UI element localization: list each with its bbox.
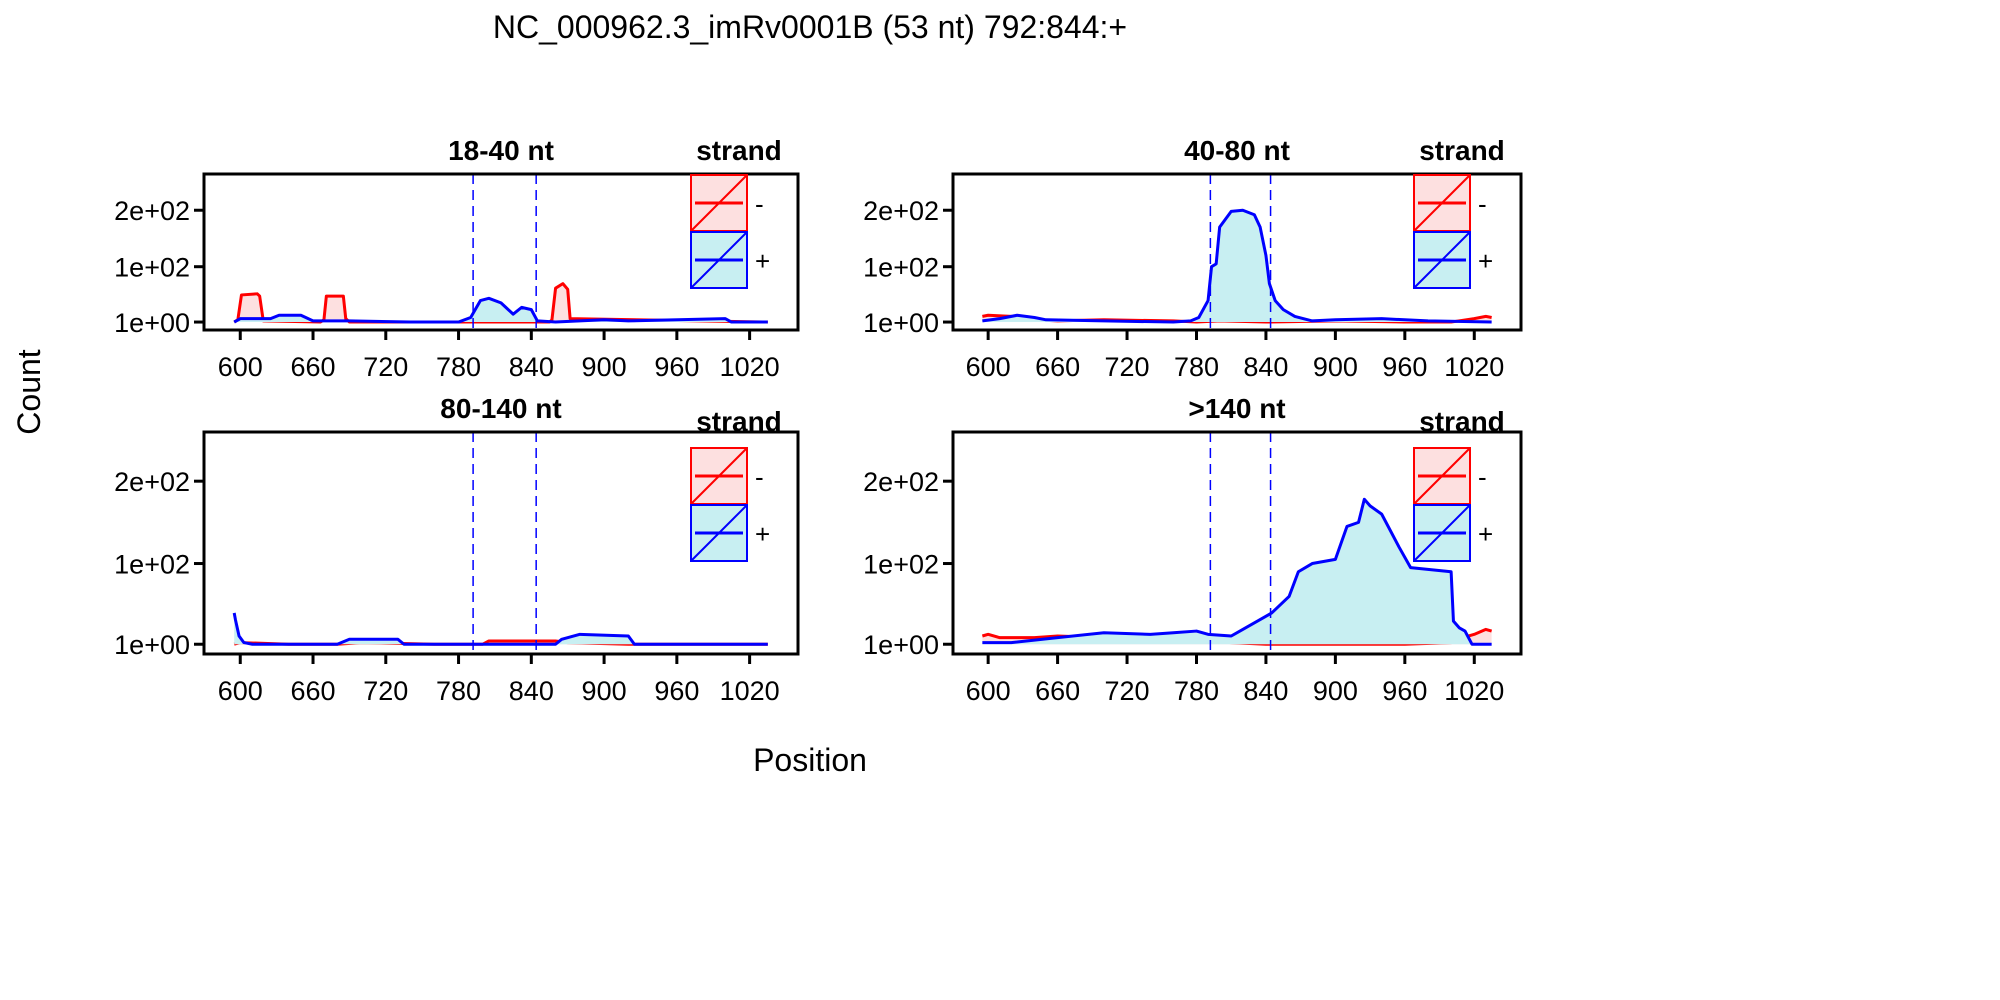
x-tick-label: 780	[436, 676, 481, 706]
x-tick-label: 720	[1105, 352, 1150, 382]
figure-title: NC_000962.3_imRv0001B (53 nt) 792:844:+	[493, 9, 1127, 45]
panel-frame	[202, 430, 800, 656]
x-tick-label: 960	[1382, 352, 1427, 382]
legend-label-plus: +	[1478, 519, 1493, 549]
panel-title: 80-140 nt	[440, 393, 561, 424]
plus-strand-line	[982, 208, 1492, 324]
x-tick-label: 780	[1174, 352, 1219, 382]
plot-area	[981, 497, 1493, 646]
legend-title: strand	[1419, 135, 1505, 166]
y-tick-label: 1e+02	[114, 550, 190, 580]
x-tick-label: 720	[1105, 676, 1150, 706]
x-tick-label: 840	[1243, 676, 1288, 706]
legend: strand - +	[1413, 135, 1505, 289]
x-tick-label: 1020	[1444, 352, 1504, 382]
panel-title: 40-80 nt	[1184, 135, 1290, 166]
y-tick-label: 1e+00	[114, 630, 190, 660]
plot-area	[233, 282, 768, 324]
x-tick-label: 900	[1313, 676, 1358, 706]
x-tick-label: 600	[966, 676, 1011, 706]
x-tick-label: 600	[966, 352, 1011, 382]
x-tick-label: 960	[1382, 676, 1427, 706]
legend: strand - +	[1413, 406, 1505, 562]
legend-label-minus: -	[755, 189, 764, 219]
y-tick-label: 1e+00	[114, 308, 190, 338]
legend-label-minus: -	[1478, 462, 1487, 492]
x-tick-label: 720	[363, 676, 408, 706]
x-tick-label: 1020	[720, 352, 780, 382]
x-tick-label: 660	[1035, 352, 1080, 382]
x-tick-label: 960	[654, 352, 699, 382]
x-tick-label: 900	[582, 352, 627, 382]
legend-label-plus: +	[755, 246, 770, 276]
panel-3: 80-140 nt 600 660 720 780 840 900 960 1020 1e+00 1…	[114, 393, 800, 706]
y-tick-label: 1e+00	[863, 308, 939, 338]
plus-strand-area	[982, 499, 1492, 645]
x-tick-label: 780	[436, 352, 481, 382]
panel-title: >140 nt	[1188, 393, 1285, 424]
plot-area	[982, 208, 1492, 324]
y-tick-label: 2e+02	[863, 196, 939, 226]
x-axis-label: Position	[753, 742, 867, 778]
plot-area	[232, 612, 768, 646]
figure: NC_000962.3_imRv0001B (53 nt) 792:844:+ …	[11, 9, 1523, 778]
x-tick-label: 960	[654, 676, 699, 706]
x-tick-label: 1020	[720, 676, 780, 706]
x-tick-label: 840	[1243, 352, 1288, 382]
legend-label-plus: +	[1478, 246, 1493, 276]
y-tick-label: 2e+02	[863, 467, 939, 497]
x-tick-label: 660	[1035, 676, 1080, 706]
panel-title: 18-40 nt	[448, 135, 554, 166]
x-tick-label: 840	[509, 352, 554, 382]
x-tick-label: 780	[1174, 676, 1219, 706]
minus-strand-area	[234, 283, 768, 322]
x-tick-label: 720	[363, 352, 408, 382]
plus-strand-area	[982, 210, 1492, 322]
y-axis-label: Count	[11, 349, 47, 435]
legend-label-minus: -	[755, 462, 764, 492]
panel-frame	[951, 172, 1523, 332]
plus-strand-line	[232, 612, 768, 646]
panel-frame	[202, 172, 800, 332]
y-tick-label: 1e+02	[114, 253, 190, 283]
legend-label-minus: -	[1478, 189, 1487, 219]
y-tick-label: 1e+00	[863, 630, 939, 660]
panel-2: 40-80 nt 600 660 720 780 840 900 960 1020 1e+00 1e…	[863, 135, 1523, 382]
x-tick-label: 900	[1313, 352, 1358, 382]
minus-strand-line	[233, 282, 768, 324]
y-tick-label: 2e+02	[114, 467, 190, 497]
x-tick-label: 600	[218, 352, 263, 382]
x-tick-label: 840	[509, 676, 554, 706]
panels: 18-40 nt 600 660 720 780 840 900 960 1020 1e+00 1e…	[114, 135, 1523, 706]
y-tick-label: 2e+02	[114, 196, 190, 226]
legend: strand - +	[690, 135, 782, 289]
x-tick-label: 600	[218, 676, 263, 706]
legend-label-plus: +	[755, 519, 770, 549]
x-tick-label: 660	[290, 352, 335, 382]
panel-4: >140 nt 600 660 720 780 840 900 960 1020 1e+00 1e+…	[863, 393, 1523, 706]
plus-strand-line	[233, 296, 768, 324]
plus-strand-area	[234, 298, 768, 322]
x-tick-label: 660	[290, 676, 335, 706]
x-tick-label: 1020	[1444, 676, 1504, 706]
legend: strand - +	[690, 406, 782, 562]
legend-title: strand	[1419, 406, 1505, 437]
panel-frame	[951, 430, 1523, 656]
y-tick-label: 1e+02	[863, 550, 939, 580]
legend-title: strand	[696, 135, 782, 166]
y-tick-label: 1e+02	[863, 253, 939, 283]
plus-strand-line	[982, 497, 1492, 646]
legend-title: strand	[696, 406, 782, 437]
x-tick-label: 900	[582, 676, 627, 706]
panel-1: 18-40 nt 600 660 720 780 840 900 960 1020 1e+00 1e…	[114, 135, 800, 382]
